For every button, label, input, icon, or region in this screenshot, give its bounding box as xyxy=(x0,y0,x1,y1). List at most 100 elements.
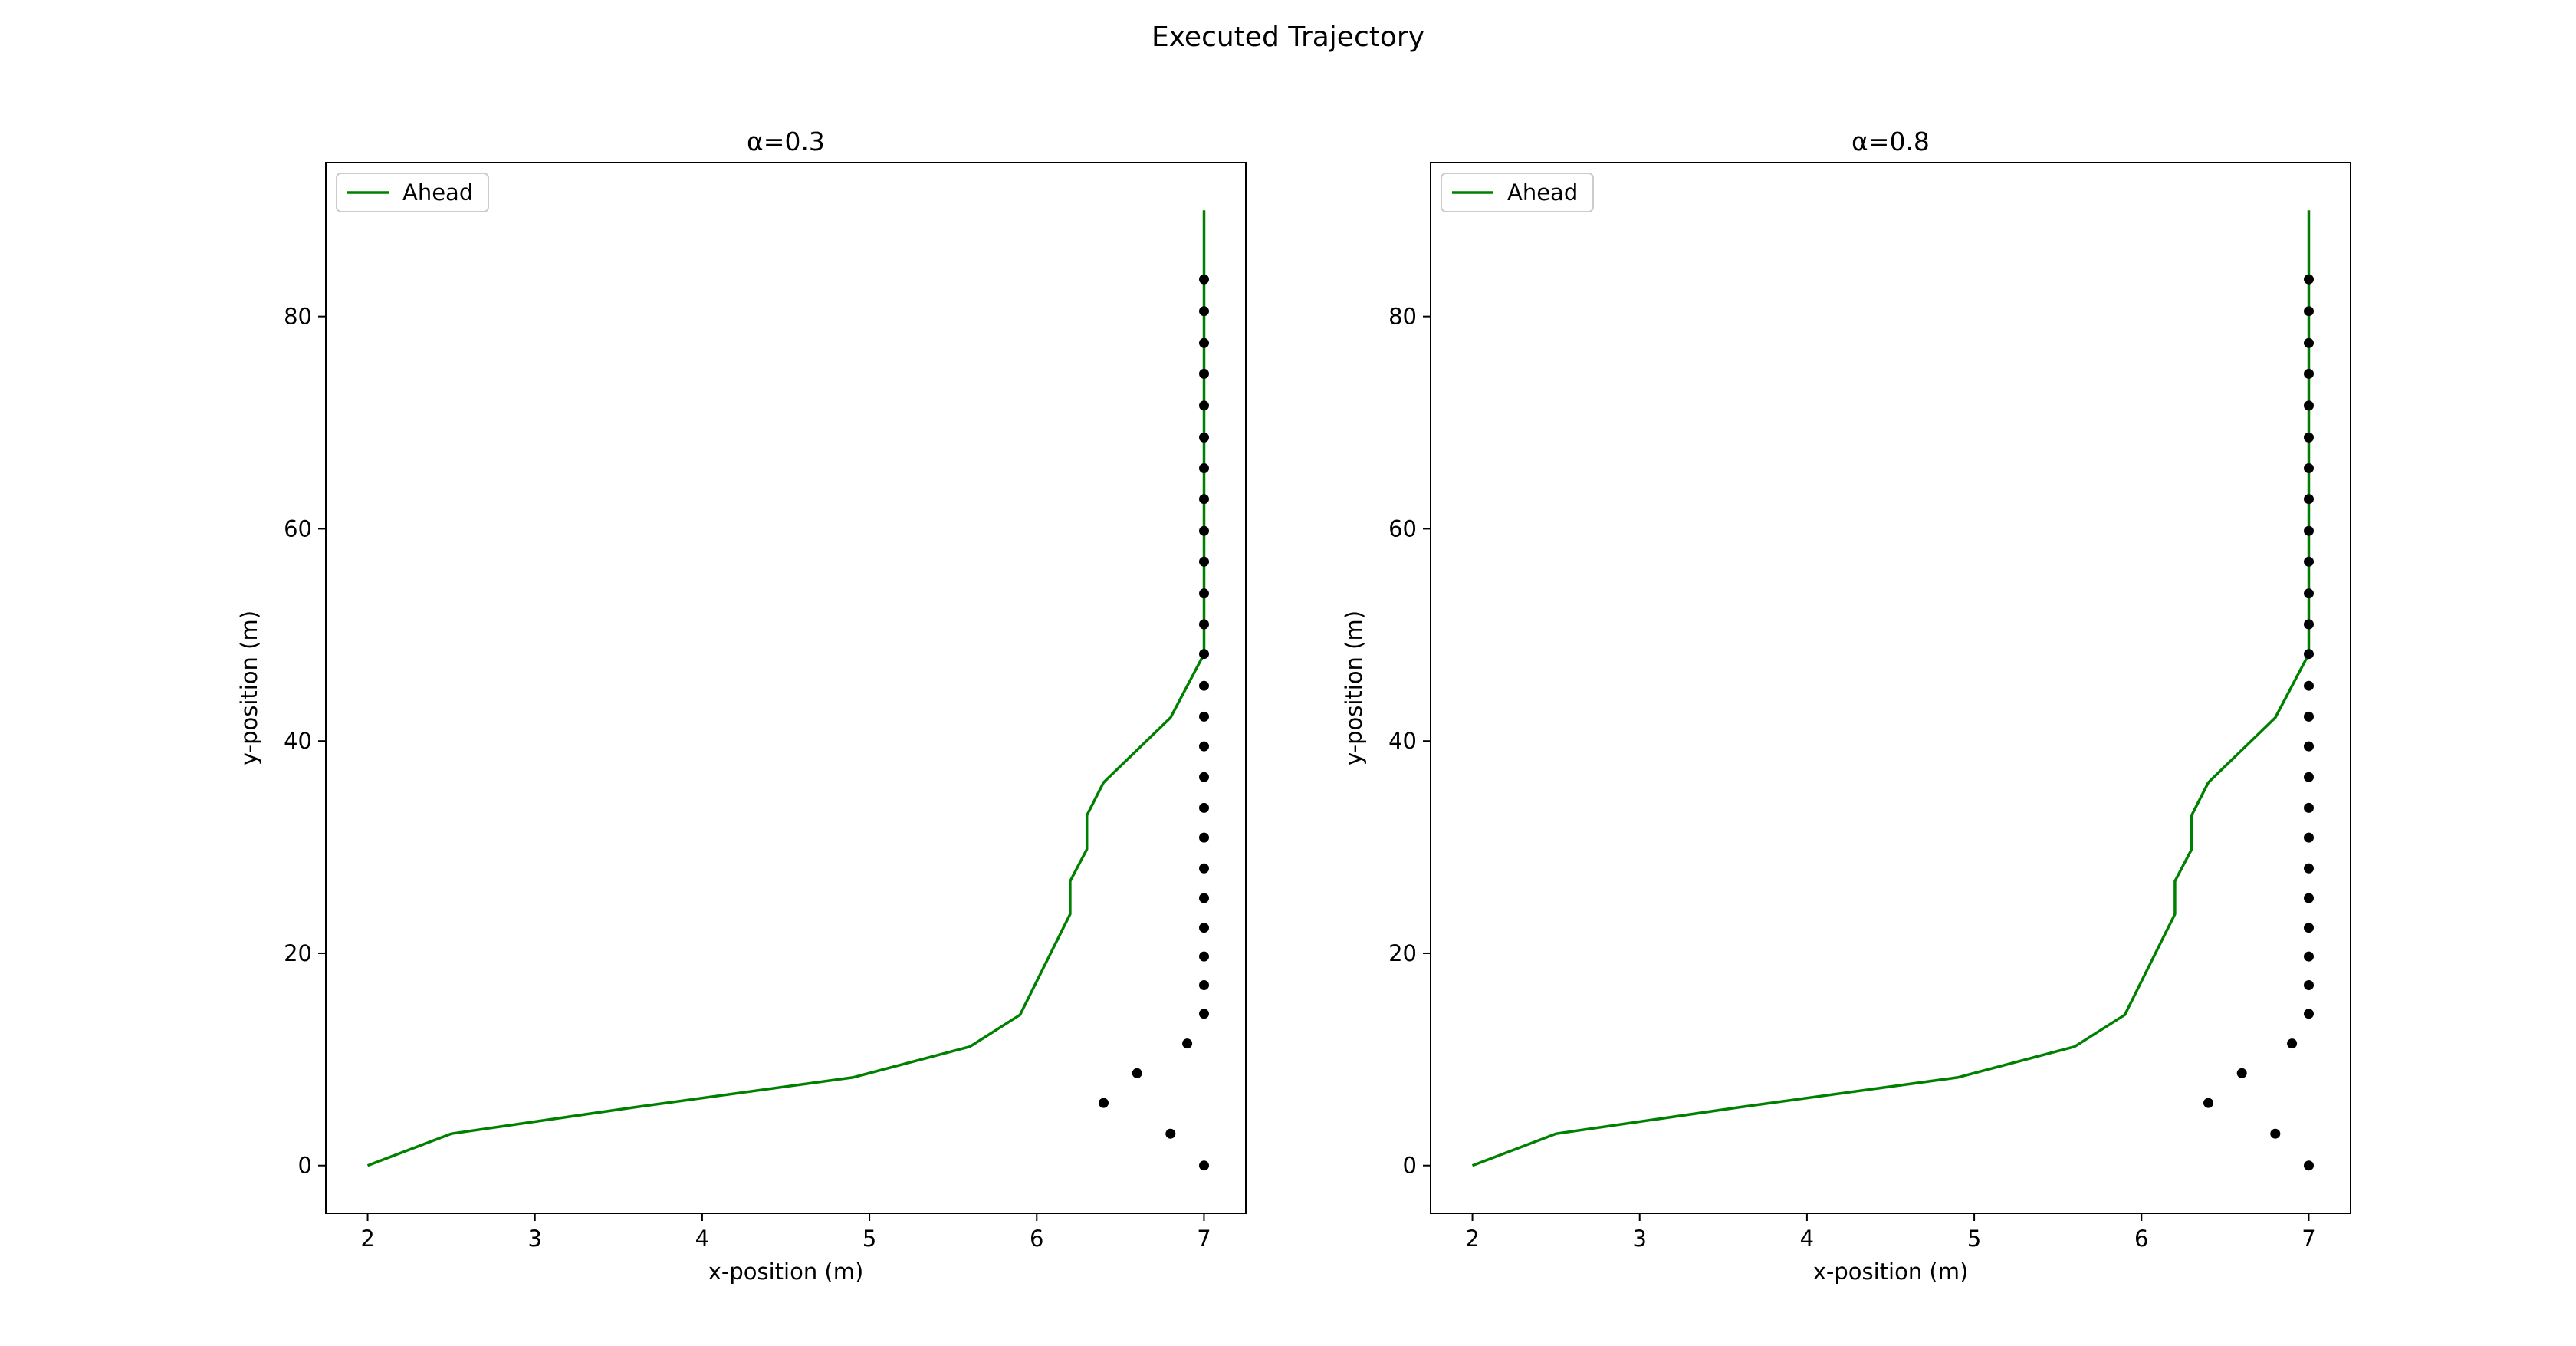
x-tick-label: 4 xyxy=(695,1226,709,1252)
scatter-point xyxy=(1199,802,1209,813)
legend-box xyxy=(336,173,489,212)
legend: Ahead xyxy=(1441,173,1594,212)
subplot-title: α=0.8 xyxy=(1852,127,1930,156)
subplot-left: α=0.3 2 3 4 5 6 7 0 20 40 60 80 x-position (m) y-posi… xyxy=(236,127,1247,1285)
scatter-point xyxy=(1199,588,1209,599)
scatter-point xyxy=(2304,680,2314,691)
scatter-point xyxy=(1099,1098,1109,1108)
scatter-point xyxy=(1199,432,1209,443)
scatter-point xyxy=(1199,741,1209,752)
y-tick-label: 40 xyxy=(284,728,312,754)
scatter-point xyxy=(2304,525,2314,536)
scatter-point xyxy=(2304,711,2314,722)
scatter-point xyxy=(2304,802,2314,813)
scatter-point xyxy=(2304,980,2314,990)
series-line-ahead xyxy=(366,210,1206,1167)
scatter-point xyxy=(1199,463,1209,473)
scatter-point xyxy=(1199,863,1209,874)
figure-title: Executed Trajectory xyxy=(1152,21,1424,53)
scatter-point xyxy=(2304,274,2314,285)
scatter-point xyxy=(2304,588,2314,599)
scatter-point xyxy=(2304,368,2314,379)
scatter-point xyxy=(1199,368,1209,379)
scatter-point xyxy=(1199,711,1209,722)
y-tick-label: 0 xyxy=(298,1153,312,1179)
scatter-point xyxy=(2304,951,2314,962)
scatter-point xyxy=(1199,556,1209,567)
scatter-point xyxy=(1199,619,1209,630)
x-tick-label: 2 xyxy=(360,1226,374,1252)
scatter-point xyxy=(1199,1009,1209,1019)
scatter-point xyxy=(1199,274,1209,285)
scatter-point xyxy=(2203,1098,2213,1108)
scatter-point xyxy=(2304,649,2314,660)
scatter-point xyxy=(1199,923,1209,933)
x-tick-label: 2 xyxy=(1465,1226,1479,1252)
scatter-point xyxy=(1199,832,1209,843)
scatter-point xyxy=(2236,1068,2247,1078)
legend: Ahead xyxy=(336,173,489,212)
x-tick-label: 4 xyxy=(1800,1226,1814,1252)
scatter-point xyxy=(2304,556,2314,567)
scatter-point xyxy=(1199,337,1209,348)
scatter-point xyxy=(2304,741,2314,752)
y-tick-label: 20 xyxy=(284,940,312,966)
scatter-point xyxy=(1199,400,1209,411)
scatter-point xyxy=(2304,337,2314,348)
scatter-point xyxy=(2304,400,2314,411)
y-axis-label: y-position (m) xyxy=(236,610,262,765)
x-axis-label: x-position (m) xyxy=(1813,1259,1969,1285)
scatter-point xyxy=(2287,1038,2298,1049)
scatter-point xyxy=(2304,494,2314,505)
scatter-point xyxy=(2304,306,2314,317)
subplot-right: α=0.8 2 3 4 5 6 7 0 20 40 60 80 x-position (m) y-posi… xyxy=(1341,127,2351,1285)
x-tick-label: 7 xyxy=(1197,1226,1211,1252)
scatter-point xyxy=(1199,893,1209,903)
x-tick-label: 3 xyxy=(528,1226,542,1252)
x-axis-label: x-position (m) xyxy=(708,1259,864,1285)
scatter-point xyxy=(2304,1160,2314,1171)
subplot-title: α=0.3 xyxy=(747,127,825,156)
x-tick-label: 7 xyxy=(2302,1226,2315,1252)
scatter-point xyxy=(1199,494,1209,505)
scatter-point xyxy=(1182,1038,1193,1049)
y-tick-label: 0 xyxy=(1403,1153,1417,1179)
x-tick-label: 3 xyxy=(1633,1226,1647,1252)
scatter-point xyxy=(2304,772,2314,782)
scatter-point xyxy=(2304,863,2314,874)
scatter-point xyxy=(2304,463,2314,473)
scatter-point xyxy=(2304,1009,2314,1019)
series-line-ahead xyxy=(1471,210,2311,1167)
x-tick-label: 6 xyxy=(1030,1226,1043,1252)
legend-box xyxy=(1441,173,1594,212)
scatter-point xyxy=(1199,951,1209,962)
y-tick-label: 60 xyxy=(1388,515,1417,541)
y-tick-label: 20 xyxy=(1388,940,1417,966)
y-tick-label: 40 xyxy=(1388,728,1417,754)
scatter-point xyxy=(1199,772,1209,782)
scatter-point xyxy=(1132,1068,1142,1078)
legend-label: Ahead xyxy=(1507,179,1578,206)
x-tick-label: 6 xyxy=(2134,1226,2148,1252)
scatter-point xyxy=(1199,525,1209,536)
scatter-point xyxy=(2304,619,2314,630)
x-tick-label: 5 xyxy=(863,1226,876,1252)
scatter-point xyxy=(2304,923,2314,933)
plot-frame xyxy=(325,162,1247,1214)
y-tick-label: 80 xyxy=(284,304,312,330)
scatter-point xyxy=(2304,893,2314,903)
scatter-point xyxy=(1199,306,1209,317)
legend-label: Ahead xyxy=(402,179,473,206)
y-axis-label: y-position (m) xyxy=(1341,610,1367,765)
scatter-point xyxy=(1199,1160,1209,1171)
plot-frame xyxy=(1430,162,2351,1214)
scatter-point xyxy=(1165,1128,1176,1139)
scatter-point xyxy=(2304,432,2314,443)
x-tick-label: 5 xyxy=(1967,1226,1981,1252)
scatter-point xyxy=(1199,649,1209,660)
scatter-point xyxy=(1199,680,1209,691)
y-tick-label: 60 xyxy=(284,515,312,541)
scatter-point xyxy=(1199,980,1209,990)
y-tick-label: 80 xyxy=(1388,304,1417,330)
